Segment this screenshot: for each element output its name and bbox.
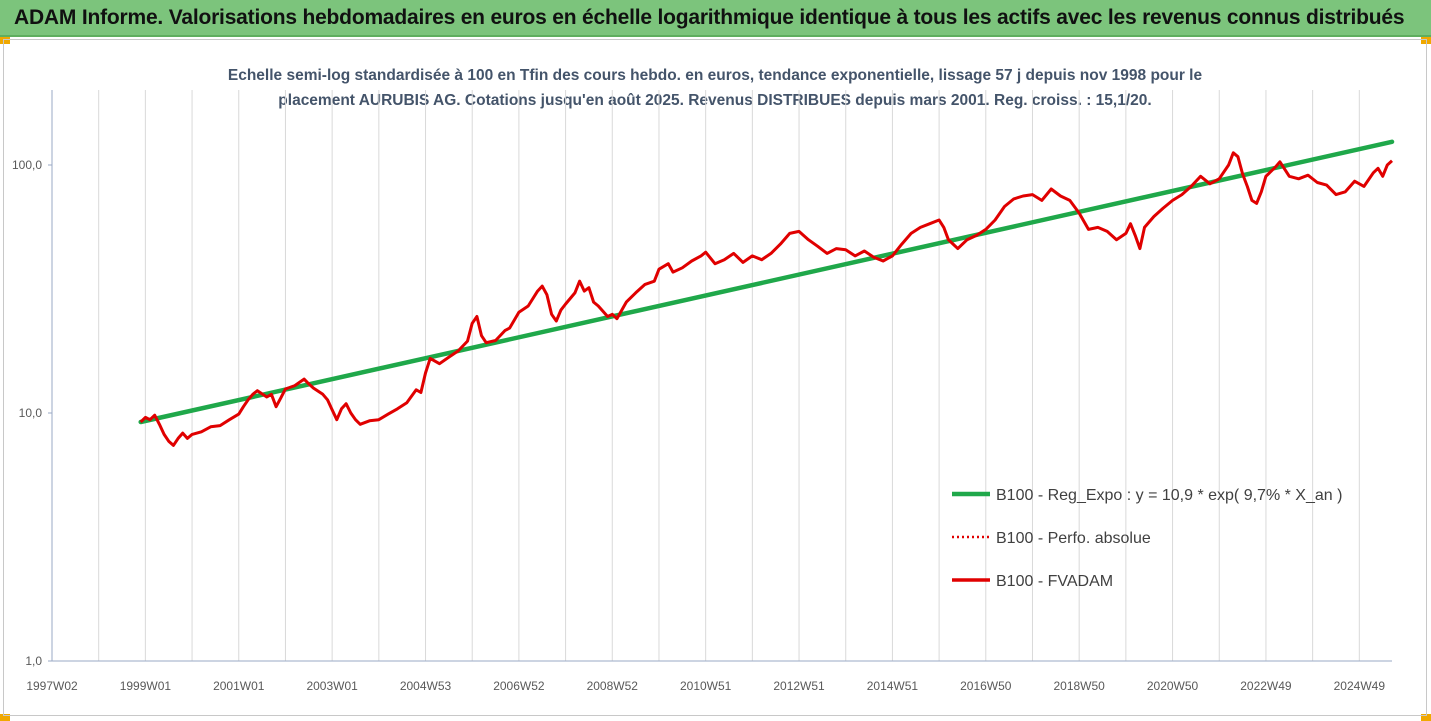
legend: B100 - Reg_Expo : y = 10,9 * exp( 9,7% *… — [952, 487, 1342, 590]
legend-label: B100 - FVADAM — [996, 573, 1113, 590]
x-tick-label: 2018W50 — [1053, 679, 1105, 693]
x-tick-label: 2008W52 — [587, 679, 639, 693]
y-tick-label: 100,0 — [12, 158, 42, 172]
series-line-fvadam — [139, 151, 1393, 447]
y-axis-ticks: 1,0 10,0 100,0 — [12, 158, 52, 668]
header-bar: ADAM Informe. Valorisations hebdomadaire… — [0, 0, 1431, 37]
chart-frame — [3, 39, 1427, 716]
x-axis-ticks: 1997W02 1999W01 2001W01 2003W01 2004W53 2006W… — [26, 679, 1385, 693]
x-tick-label: 1999W01 — [120, 679, 172, 693]
x-tick-label: 2016W50 — [960, 679, 1012, 693]
x-tick-label: 2014W51 — [867, 679, 919, 693]
x-tick-label: 2012W51 — [773, 679, 825, 693]
corner-marker — [1421, 714, 1431, 721]
corner-marker — [0, 714, 10, 721]
x-tick-label: 2024W49 — [1334, 679, 1386, 693]
y-tick-label: 10,0 — [19, 406, 43, 420]
x-tick-label: 2001W01 — [213, 679, 265, 693]
chart-title-line-1: Echelle semi-log standardisée à 100 en T… — [227, 67, 1203, 84]
series-line-trend — [138, 139, 1395, 425]
x-tick-label: 2004W53 — [400, 679, 452, 693]
chart-title: Echelle semi-log standardisée à 100 en T… — [100, 63, 1330, 113]
legend-label: B100 - Reg_Expo : y = 10,9 * exp( 9,7% *… — [996, 487, 1342, 504]
x-tick-label: 1997W02 — [26, 679, 78, 693]
x-tick-label: 2006W52 — [493, 679, 545, 693]
series-layer — [138, 139, 1395, 447]
chart-title-line-2: placement AURUBIS AG. Cotations jusqu'en… — [278, 92, 1152, 109]
corner-marker — [0, 37, 10, 44]
page-title: ADAM Informe. Valorisations hebdomadaire… — [14, 6, 1405, 29]
grid-lines — [51, 90, 1392, 662]
x-tick-label: 2022W49 — [1240, 679, 1292, 693]
x-tick-label: 2010W51 — [680, 679, 732, 693]
x-tick-label: 2003W01 — [306, 679, 358, 693]
x-tick-label: 2020W50 — [1147, 679, 1199, 693]
legend-label: B100 - Perfo. absolue — [996, 530, 1151, 547]
y-tick-label: 1,0 — [25, 654, 42, 668]
